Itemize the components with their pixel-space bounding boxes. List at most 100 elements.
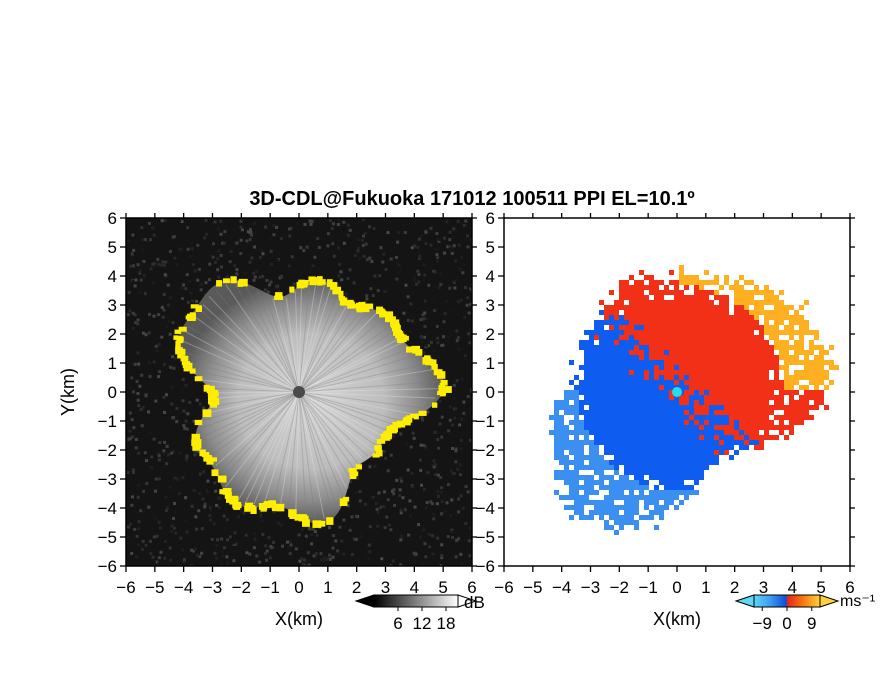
velocity-cell <box>734 305 739 310</box>
velocity-cell <box>654 425 659 430</box>
snr-noise-pixel <box>130 252 134 256</box>
snr-clutter-pixel <box>338 290 344 298</box>
velocity-cell <box>734 290 739 295</box>
snr-clutter-pixel <box>302 519 310 527</box>
velocity-cell <box>674 495 679 500</box>
velocity-cell <box>699 470 704 475</box>
snr-noise-pixel <box>424 444 428 448</box>
snr-noise-pixel <box>145 482 149 486</box>
velocity-cell <box>629 440 634 445</box>
velocity-cell <box>764 330 769 335</box>
velocity-cell <box>699 295 704 300</box>
velocity-cell <box>694 310 699 315</box>
velocity-cell <box>739 435 744 440</box>
velocity-cell <box>714 315 719 320</box>
velocity-cell <box>699 300 704 305</box>
velocity-cell <box>724 375 729 380</box>
snr-y-tick-label: 3 <box>108 296 117 315</box>
velocity-cell <box>689 360 694 365</box>
velocity-cell <box>789 400 794 405</box>
snr-noise-pixel <box>289 226 293 230</box>
snr-noise-pixel <box>248 238 252 242</box>
velocity-cell <box>769 410 774 415</box>
velocity-cell <box>629 460 634 465</box>
snr-noise-pixel <box>142 259 146 263</box>
snr-noise-pixel <box>351 541 355 545</box>
velocity-cell <box>669 405 674 410</box>
snr-noise-pixel <box>372 227 376 231</box>
snr-noise-pixel <box>436 490 440 494</box>
snr-noise-pixel <box>162 308 166 312</box>
snr-noise-pixel <box>199 288 203 292</box>
snr-noise-pixel <box>303 222 307 226</box>
snr-noise-pixel <box>394 273 398 277</box>
snr-noise-pixel <box>412 278 416 282</box>
snr-clutter-pixel <box>189 368 196 374</box>
velocity-cell <box>739 290 744 295</box>
snr-noise-pixel <box>412 554 416 558</box>
velocity-cell <box>649 470 654 475</box>
velocity-cell <box>624 395 629 400</box>
velocity-cell <box>694 300 699 305</box>
velocity-cell <box>734 340 739 345</box>
velocity-cell <box>609 350 614 355</box>
velocity-cell <box>674 480 679 485</box>
velocity-cell <box>774 415 779 420</box>
snr-noise-pixel <box>270 546 274 550</box>
velocity-cell <box>819 360 824 365</box>
velocity-cell <box>704 420 709 425</box>
snr-streak <box>207 391 300 414</box>
snr-noise-pixel <box>228 535 232 539</box>
snr-x-tick-label: 6 <box>467 578 476 597</box>
velocity-cell <box>764 350 769 355</box>
velocity-cell <box>594 330 599 335</box>
velocity-cell <box>554 440 559 445</box>
velocity-cell <box>694 350 699 355</box>
velocity-cell <box>709 370 714 375</box>
snr-clutter-pixel <box>206 455 213 461</box>
snr-noise-pixel <box>440 556 444 560</box>
velocity-cell <box>609 370 614 375</box>
snr-noise-pixel <box>158 441 162 445</box>
snr-noise-pixel <box>185 530 189 534</box>
velocity-cell <box>619 415 624 420</box>
velocity-cell <box>689 455 694 460</box>
snr-clutter-pixel <box>389 316 396 321</box>
velocity-cell <box>684 470 689 475</box>
velocity-cell <box>649 490 654 495</box>
snr-noise-pixel <box>154 344 158 348</box>
velocity-cell <box>799 415 804 420</box>
velocity-cell <box>669 290 674 295</box>
velocity-cell <box>669 390 674 395</box>
snr-noise-pixel <box>435 253 439 257</box>
velocity-cell <box>679 380 684 385</box>
velocity-cell <box>704 360 709 365</box>
velocity-cell <box>784 380 789 385</box>
velocity-cell <box>774 360 779 365</box>
velocity-cell <box>554 490 559 495</box>
velocity-cell <box>759 305 764 310</box>
velocity-cell <box>649 405 654 410</box>
velocity-cell <box>619 345 624 350</box>
velocity-cell <box>624 390 629 395</box>
velocity-cell <box>739 325 744 330</box>
snr-noise-pixel <box>168 485 172 489</box>
snr-clutter-pixel <box>263 501 271 509</box>
velocity-cell <box>609 310 614 315</box>
velocity-cell <box>749 380 754 385</box>
velocity-cell <box>704 400 709 405</box>
velocity-cell <box>574 470 579 475</box>
snr-noise-pixel <box>337 246 341 250</box>
velocity-cell <box>604 440 609 445</box>
snr-clutter-pixel <box>440 379 448 386</box>
velocity-cell <box>599 455 604 460</box>
velocity-cell <box>724 325 729 330</box>
snr-noise-pixel <box>169 529 173 533</box>
velocity-cell <box>694 375 699 380</box>
velocity-cell <box>614 460 619 465</box>
velocity-cell <box>639 480 644 485</box>
snr-noise-pixel <box>155 534 159 538</box>
snr-noise-pixel <box>255 554 259 558</box>
velocity-cell <box>739 420 744 425</box>
velocity-cell <box>624 425 629 430</box>
